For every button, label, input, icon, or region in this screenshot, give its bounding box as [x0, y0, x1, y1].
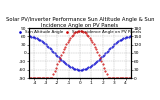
- Sun Altitude Angle: [90, 65, 92, 67]
- Sun Altitude Angle: [78, 69, 80, 70]
- Sun Incidence Angle on PV Panels: [95, 49, 97, 50]
- Sun Incidence Angle on PV Panels: [28, 77, 30, 79]
- Sun Altitude Angle: [28, 36, 30, 37]
- Sun Altitude Angle: [95, 62, 97, 63]
- Legend: Sun Altitude Angle, Sun Incidence Angle on PV Panels: Sun Altitude Angle, Sun Incidence Angle …: [18, 30, 142, 35]
- Sun Incidence Angle on PV Panels: [120, 77, 122, 79]
- Sun Altitude Angle: [99, 58, 101, 59]
- Title: Solar PV/Inverter Performance Sun Altitude Angle & Sun Incidence Angle on PV Pan: Solar PV/Inverter Performance Sun Altitu…: [6, 17, 154, 28]
- Sun Incidence Angle on PV Panels: [130, 77, 132, 79]
- Sun Altitude Angle: [120, 39, 122, 40]
- Sun Incidence Angle on PV Panels: [73, 33, 75, 34]
- Sun Altitude Angle: [130, 36, 132, 37]
- Sun Incidence Angle on PV Panels: [90, 39, 92, 40]
- Sun Incidence Angle on PV Panels: [78, 30, 80, 31]
- Sun Altitude Angle: [73, 68, 75, 69]
- Sun Altitude Angle: [91, 64, 93, 66]
- Line: Sun Incidence Angle on PV Panels: Sun Incidence Angle on PV Panels: [28, 30, 132, 79]
- Sun Incidence Angle on PV Panels: [99, 57, 101, 59]
- Sun Incidence Angle on PV Panels: [91, 41, 93, 42]
- Line: Sun Altitude Angle: Sun Altitude Angle: [28, 36, 132, 70]
